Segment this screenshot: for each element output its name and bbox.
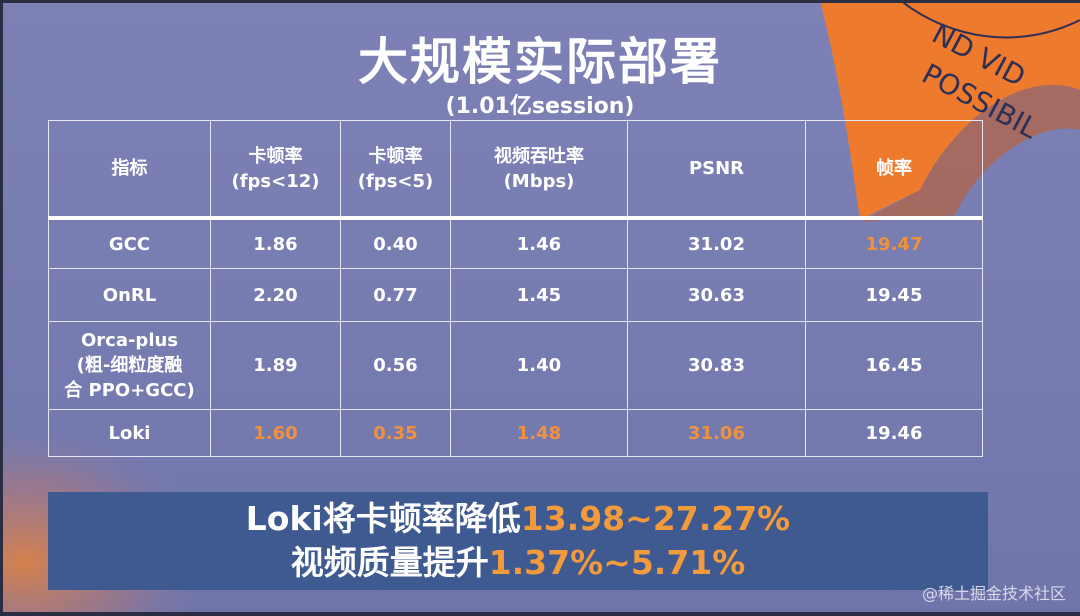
- table-cell-highlight: 31.06: [627, 409, 806, 457]
- table-row: GCC 1.86 0.40 1.46 31.02 19.47: [48, 217, 983, 269]
- summary-line-1-value: 13.98~27.27%: [520, 499, 791, 538]
- table-cell: 1.46: [450, 217, 628, 269]
- row-label: Loki: [48, 409, 211, 457]
- header-metric: 指标: [48, 120, 211, 220]
- table-row: OnRL 2.20 0.77 1.45 30.63 19.45: [48, 268, 983, 322]
- table-cell: 30.83: [627, 321, 806, 410]
- slide-subtitle: (1.01亿session): [445, 94, 635, 119]
- summary-banner: Loki将卡顿率降低13.98~27.27% 视频质量提升1.37%~5.71%: [48, 492, 988, 590]
- table-cell: 19.46: [805, 409, 983, 457]
- summary-line-1-text: Loki将卡顿率降低: [245, 499, 521, 538]
- frame-bottom: [0, 612, 1080, 616]
- table-cell: 1.40: [450, 321, 628, 410]
- table-header-row: 指标 卡顿率 (fps<12) 卡顿率 (fps<5) 视频吞吐率 (Mbps) PS…: [48, 120, 983, 220]
- row-label: Orca-plus (粗-细粒度融 合 PPO+GCC): [48, 321, 211, 410]
- table-cell-highlight: 1.48: [450, 409, 628, 457]
- summary-line-2-value: 1.37%~5.71%: [488, 543, 746, 582]
- table-cell: 2.20: [210, 268, 341, 322]
- table-cell: 1.45: [450, 268, 628, 322]
- table-cell-highlight: 19.47: [805, 217, 983, 269]
- table-cell: 19.45: [805, 268, 983, 322]
- summary-line-2: 视频质量提升1.37%~5.71%: [48, 541, 988, 585]
- table-cell: 0.40: [340, 217, 451, 269]
- table-cell-highlight: 1.60: [210, 409, 341, 457]
- summary-line-2-text: 视频质量提升: [290, 543, 489, 582]
- table-cell: 31.02: [627, 217, 806, 269]
- row-label: GCC: [48, 217, 211, 269]
- table-cell: 1.86: [210, 217, 341, 269]
- header-throughput: 视频吞吐率 (Mbps): [450, 120, 628, 220]
- header-stall-12: 卡顿率 (fps<12): [210, 120, 341, 220]
- table-cell: 16.45: [805, 321, 983, 410]
- frame-left: [0, 0, 3, 616]
- table-cell: 0.56: [340, 321, 451, 410]
- table-row: Loki 1.60 0.35 1.48 31.06 19.46: [48, 409, 983, 457]
- header-psnr: PSNR: [627, 120, 806, 220]
- frame-top: [0, 0, 1080, 3]
- row-label: OnRL: [48, 268, 211, 322]
- table-row: Orca-plus (粗-细粒度融 合 PPO+GCC) 1.89 0.56 1…: [48, 321, 983, 410]
- table-cell-highlight: 0.35: [340, 409, 451, 457]
- slide-title: 大规模实际部署: [358, 33, 722, 91]
- summary-line-1: Loki将卡顿率降低13.98~27.27%: [48, 497, 988, 541]
- header-framerate: 帧率: [805, 120, 983, 220]
- results-table: 指标 卡顿率 (fps<12) 卡顿率 (fps<5) 视频吞吐率 (Mbps) PS…: [48, 120, 983, 457]
- watermark: @稀土掘金技术社区: [921, 584, 1066, 603]
- table-cell: 30.63: [627, 268, 806, 322]
- table-cell: 0.77: [340, 268, 451, 322]
- header-stall-5: 卡顿率 (fps<5): [340, 120, 451, 220]
- table-cell: 1.89: [210, 321, 341, 410]
